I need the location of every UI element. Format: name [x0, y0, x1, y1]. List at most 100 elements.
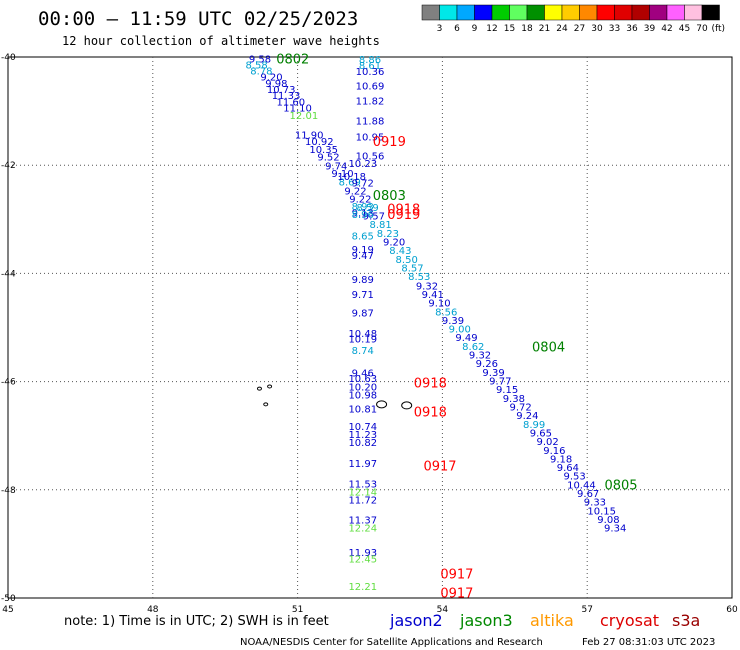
- island-outline: [256, 386, 262, 391]
- legend-tick-label: 24: [556, 24, 568, 34]
- swh-value: 9.53: [564, 472, 586, 483]
- swh-value: 11.53: [348, 479, 377, 490]
- legend-tick-label: 39: [644, 24, 656, 34]
- swh-data-points: 9.588.588.789.209.9810.7311.3311.6011.10…: [245, 55, 626, 593]
- legend-swatch: [701, 4, 720, 21]
- footer-timestamp: Feb 27 08:31:03 UTC 2023: [582, 637, 715, 648]
- swh-value: 8.50: [396, 255, 418, 266]
- land-outlines: [256, 384, 413, 410]
- swh-value: 9.39: [442, 316, 464, 327]
- swh-value: 9.32: [469, 351, 491, 362]
- swh-value: 8.59: [356, 203, 378, 214]
- swh-value: 9.98: [265, 79, 287, 90]
- legend-tick-label: 30: [591, 24, 603, 34]
- swh-value: 9.32: [416, 281, 438, 292]
- swh-value: 8.23: [377, 229, 399, 240]
- swh-value: 9.72: [352, 179, 374, 190]
- legend-swatch: [526, 4, 545, 21]
- swh-value: 11.93: [348, 548, 377, 559]
- swh-value: 8.43: [389, 246, 411, 257]
- swh-value: 9.74: [325, 162, 347, 173]
- swh-value: 9.10: [331, 169, 353, 180]
- pass-time-label: 0918: [414, 377, 447, 392]
- legend-swatch: [474, 4, 493, 21]
- legend-unit: (ft): [712, 24, 726, 34]
- legend-tick-label: 70: [696, 24, 708, 34]
- swh-value: 11.23: [348, 430, 377, 441]
- y-tick-label: -46: [1, 378, 16, 388]
- swh-value: 9.77: [489, 377, 511, 388]
- swh-value: 11.60: [277, 97, 306, 108]
- swh-value: 9.22: [349, 195, 371, 206]
- swh-value: 9.39: [482, 368, 504, 379]
- chart-subtitle: 12 hour collection of altimeter wave hei…: [62, 34, 380, 48]
- swh-value: 9.58: [249, 55, 271, 66]
- pass-time-label: 0802: [276, 53, 309, 68]
- legend-swatch: [666, 4, 685, 21]
- swh-value: 9.15: [496, 385, 518, 396]
- legend-tick-label: 42: [661, 24, 672, 34]
- legend-tick-label: 3: [437, 24, 443, 34]
- legend-tick-label: 36: [626, 24, 638, 34]
- legend-swatch: [491, 4, 510, 21]
- pass-time-label: 0917: [423, 459, 456, 474]
- legend-tick-label: 33: [609, 24, 620, 34]
- pass-time-label: 0917: [440, 587, 473, 602]
- pass-time-label: 0919: [387, 208, 420, 223]
- legend-tick-label: 27: [574, 24, 585, 34]
- swh-value: 11.33: [272, 91, 301, 102]
- island-outline: [401, 401, 413, 410]
- legend-swatch: [631, 4, 650, 21]
- swh-value: 11.88: [356, 116, 385, 127]
- swh-value: 10.56: [356, 151, 385, 162]
- swh-value: 9.64: [557, 463, 579, 474]
- swh-value: 10.35: [309, 145, 338, 156]
- swh-value: 9.67: [577, 489, 599, 500]
- pass-time-label: 0919: [373, 135, 406, 150]
- legend-swatch: [579, 4, 598, 21]
- swh-value: 10.82: [348, 438, 377, 449]
- swh-value: 10.95: [356, 133, 385, 144]
- swh-value: 10.18: [337, 172, 366, 183]
- swh-value: 9.22: [344, 187, 366, 198]
- swh-value: 8.65: [352, 232, 374, 243]
- swh-value: 8.93: [352, 202, 374, 213]
- swh-value: 9.24: [516, 411, 538, 422]
- legend-tick-label: 12: [486, 24, 497, 34]
- swh-value: 11.37: [348, 516, 377, 527]
- x-tick-label: 60: [726, 605, 738, 615]
- legend-swatch: [421, 4, 440, 21]
- swh-value: 9.19: [352, 245, 374, 256]
- legend-tick-label: 18: [521, 24, 533, 34]
- color-legend: 3 6 9 12 15 18 21 24 27 30 33 36 39 42 45 70 (ft): [421, 4, 726, 34]
- footer-credit: NOAA/NESDIS Center for Satellite Applica…: [240, 637, 543, 648]
- swh-value: 10.19: [348, 334, 377, 345]
- swh-value: 9.87: [352, 308, 374, 319]
- y-tick-label: -42: [1, 161, 16, 171]
- swh-value: 9.26: [476, 359, 498, 370]
- swh-value: 8.81: [369, 220, 391, 231]
- pass-time-label: 0803: [373, 189, 406, 204]
- swh-value: 9.16: [543, 446, 565, 457]
- y-tick-label: -40: [1, 53, 16, 63]
- swh-value: 8.62: [462, 342, 484, 353]
- legend-swatch: [614, 4, 633, 21]
- swh-value: 11.90: [295, 130, 324, 141]
- y-tick-label: -44: [1, 269, 16, 279]
- satellite-name: jason3: [459, 611, 513, 630]
- x-tick-label: 57: [581, 605, 592, 615]
- swh-value: 11.10: [283, 103, 312, 114]
- y-tick-label: -48: [1, 486, 16, 496]
- grid-lines: [8, 57, 732, 598]
- swh-value: 8.99: [523, 420, 545, 431]
- x-axis-ticks: 45 48 51 54 57 60: [2, 605, 738, 615]
- swh-value: 11.97: [348, 459, 377, 470]
- footer-note: note: 1) Time is in UTC; 2) SWH is in fe…: [64, 614, 329, 629]
- swh-value: 10.36: [356, 67, 385, 78]
- legend-tick-label: 15: [504, 24, 515, 34]
- legend-swatch: [596, 4, 615, 21]
- swh-value: 9.72: [509, 402, 531, 413]
- swh-value: 9.71: [352, 290, 374, 301]
- swh-value: 10.69: [356, 82, 385, 93]
